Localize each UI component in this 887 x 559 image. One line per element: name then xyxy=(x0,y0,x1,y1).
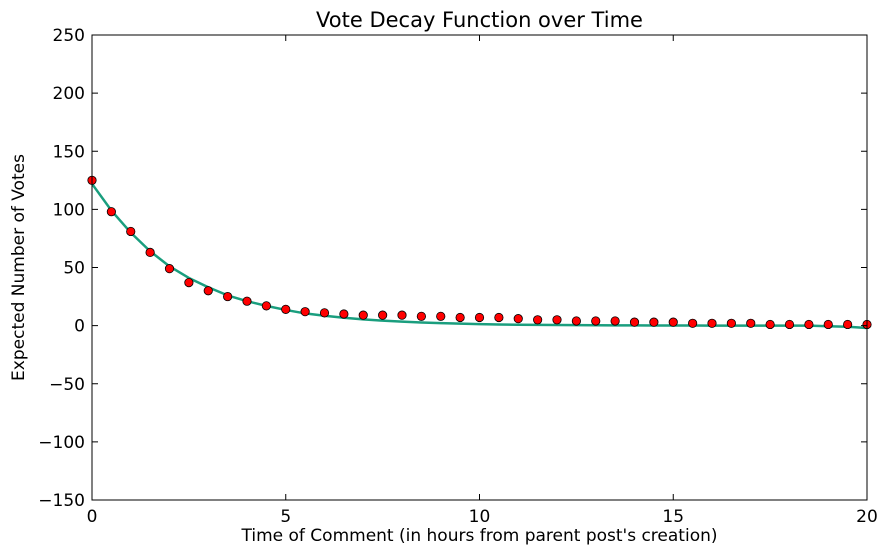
data-point xyxy=(610,316,620,326)
data-point xyxy=(533,315,543,325)
data-point xyxy=(145,247,155,257)
x-tick-label: 10 xyxy=(469,507,491,527)
data-point xyxy=(358,310,368,320)
y-tick-label: 150 xyxy=(53,142,85,162)
y-tick-label: −50 xyxy=(49,375,85,395)
data-point xyxy=(455,312,465,323)
data-point xyxy=(823,319,833,330)
data-point xyxy=(474,312,485,323)
data-point xyxy=(184,278,194,288)
data-point xyxy=(784,319,795,330)
x-tick-label: 5 xyxy=(280,507,291,527)
plot-layer xyxy=(87,175,872,330)
y-tick-label: 50 xyxy=(63,259,85,279)
data-point xyxy=(688,318,698,328)
data-point xyxy=(300,307,310,317)
data-point xyxy=(416,311,426,321)
data-point xyxy=(513,314,523,324)
data-point xyxy=(726,318,736,328)
y-tick-label: −100 xyxy=(38,433,85,453)
x-axis-label: Time of Comment (in hours from parent po… xyxy=(241,526,718,546)
data-point xyxy=(552,315,562,325)
y-tick-label: −150 xyxy=(38,491,85,511)
data-point xyxy=(126,226,136,237)
data-point xyxy=(804,319,814,330)
y-tick-label: 200 xyxy=(53,84,85,104)
data-point xyxy=(339,309,349,319)
data-point xyxy=(707,318,717,328)
data-point xyxy=(203,286,213,296)
data-point xyxy=(746,318,756,328)
data-point xyxy=(281,304,291,314)
data-point xyxy=(319,308,330,318)
data-point xyxy=(223,291,233,302)
data-point xyxy=(668,317,678,327)
data-point xyxy=(242,296,252,306)
chart-title: Vote Decay Function over Time xyxy=(316,8,643,32)
data-point xyxy=(649,317,659,327)
data-point xyxy=(397,310,407,320)
data-point xyxy=(378,310,388,320)
data-point xyxy=(765,319,775,330)
data-point xyxy=(164,264,175,274)
axes-frame xyxy=(91,34,868,501)
x-tick-label: 15 xyxy=(662,507,684,527)
data-point xyxy=(843,319,853,330)
y-tick-label: 100 xyxy=(53,200,85,220)
data-point xyxy=(629,317,640,327)
data-point xyxy=(436,311,446,321)
x-tick-label: 0 xyxy=(87,507,98,527)
data-point xyxy=(494,312,504,323)
y-tick-label: 0 xyxy=(74,317,85,337)
data-point xyxy=(571,316,581,326)
data-point xyxy=(261,301,271,311)
x-tick-label: 20 xyxy=(856,507,878,527)
y-tick-label: 250 xyxy=(53,26,85,46)
tick-layer: 0 5 10 15 20 −150 −100 −50 0 50 100 150 200 250 xyxy=(38,26,878,527)
y-axis-label: Expected Number of Votes xyxy=(9,154,29,381)
fit-line-series xyxy=(92,183,867,330)
data-point xyxy=(106,207,116,217)
data-point xyxy=(591,316,601,326)
